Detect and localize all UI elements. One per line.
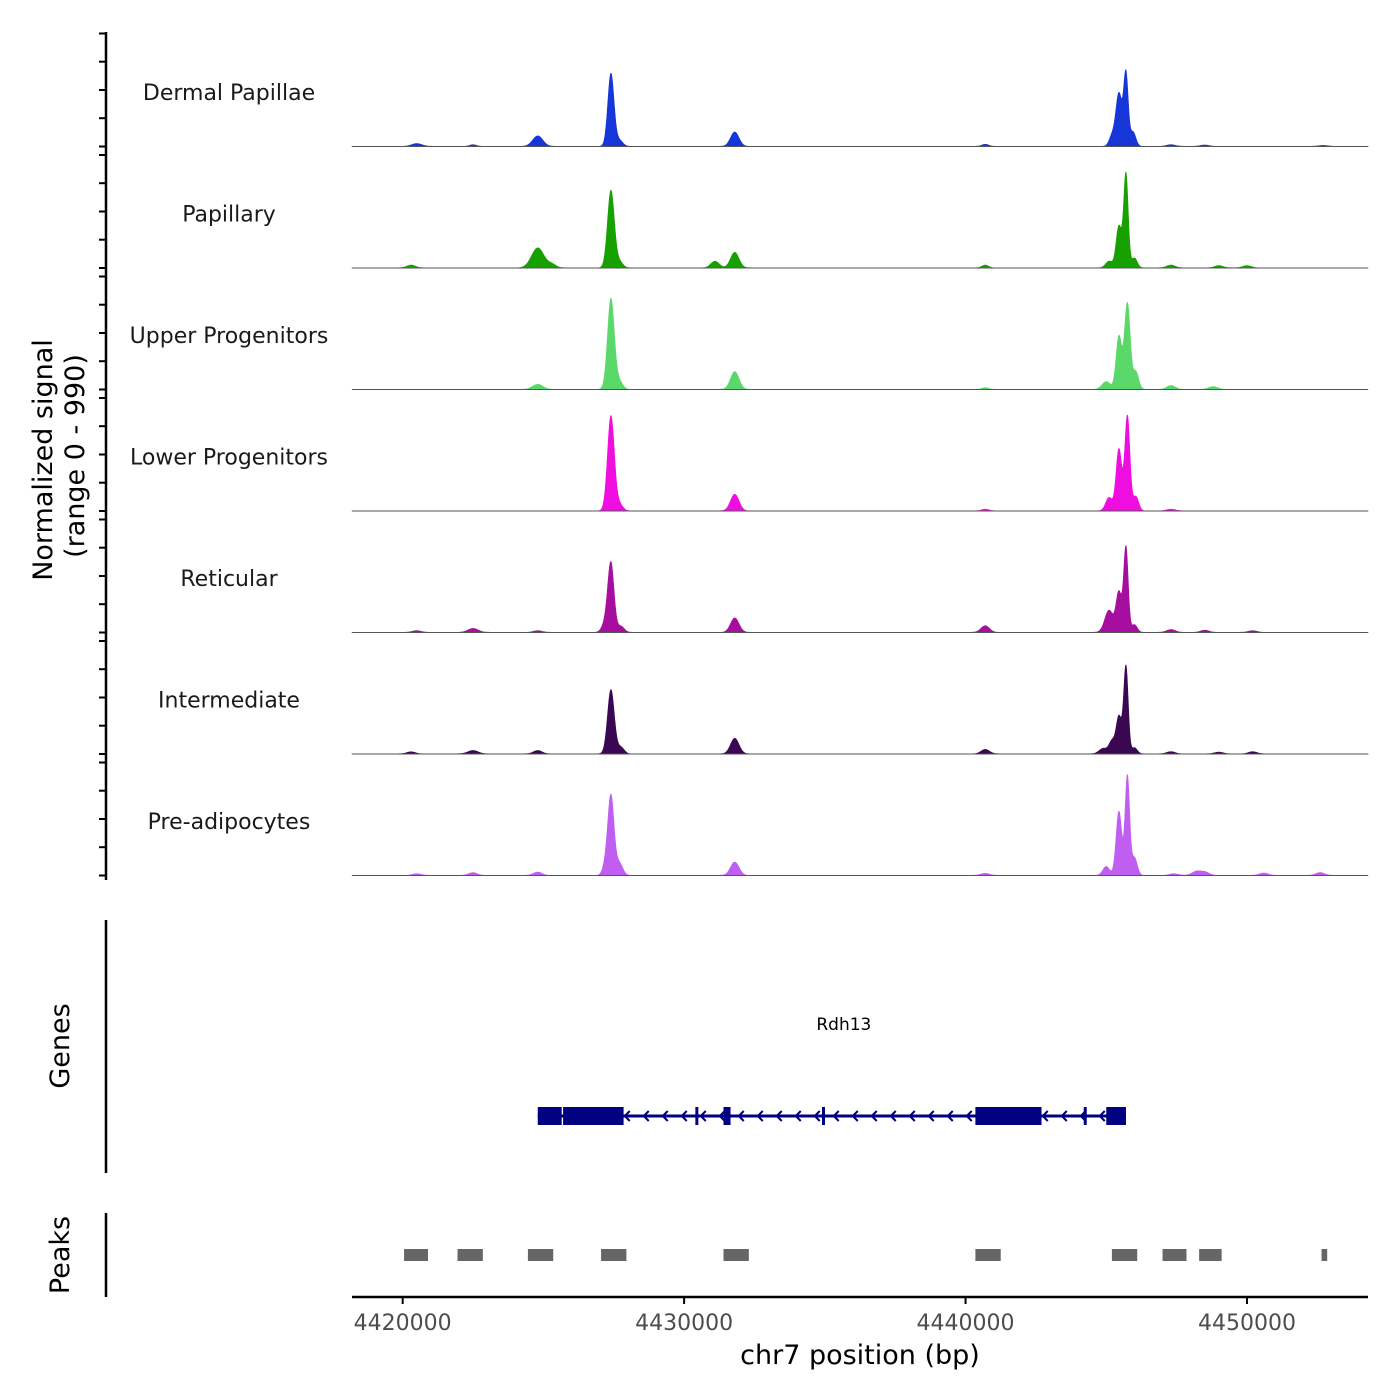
track-label: Dermal Papillae	[143, 81, 315, 106]
strand-arrow	[851, 1110, 859, 1122]
strand-arrow	[813, 1110, 821, 1122]
genes-track-title: Genes	[45, 1003, 76, 1088]
strand-arrow	[680, 1110, 688, 1122]
peak-region	[601, 1249, 627, 1261]
peak-region	[975, 1249, 1001, 1261]
track-label: Intermediate	[158, 689, 300, 714]
y-axis-title-line2: (range 0 - 990)	[60, 354, 91, 558]
strand-arrow	[775, 1110, 783, 1122]
strand-arrow	[965, 1110, 973, 1122]
y-axis-title-line1: Normalized signal	[28, 339, 59, 581]
strand-arrow	[889, 1110, 897, 1122]
peaks-track	[404, 1249, 1328, 1261]
x-tick-label: 4440000	[917, 1311, 1015, 1336]
track-label: Papillary	[182, 203, 276, 228]
gene-exon	[563, 1107, 624, 1125]
axes: 4420000 4430000 4440000 4450000	[99, 32, 1368, 1336]
gene-exon	[537, 1107, 562, 1125]
gene-name-label: Rdh13	[816, 1015, 871, 1035]
strand-arrow	[870, 1110, 878, 1122]
signal-track-2: Papillary	[182, 171, 1369, 269]
signal-track-1: Dermal Papillae	[143, 69, 1369, 147]
track-label: Upper Progenitors	[130, 324, 329, 349]
signal-track-5: Reticular	[180, 545, 1369, 633]
peak-region	[527, 1249, 554, 1261]
signal-track-7: Pre-adipocytes	[148, 774, 1370, 876]
signal-area	[351, 774, 1370, 876]
signal-track-3: Upper Progenitors	[130, 297, 1369, 390]
strand-arrow	[642, 1110, 650, 1122]
strand-arrow	[832, 1110, 840, 1122]
strand-arrow	[737, 1110, 745, 1122]
gene-Rdh13: Rdh13	[537, 1015, 1126, 1125]
signal-area	[351, 545, 1369, 633]
signal-track-4: Lower Progenitors	[130, 414, 1370, 512]
strand-arrow	[756, 1110, 764, 1122]
signal-area	[351, 171, 1369, 269]
strand-arrow	[794, 1110, 802, 1122]
gene-exon	[1083, 1107, 1087, 1125]
strand-arrow	[1060, 1110, 1068, 1122]
strand-arrow	[946, 1110, 954, 1122]
strand-arrow	[718, 1110, 726, 1122]
gene-exon	[822, 1107, 826, 1125]
strand-arrow	[623, 1110, 631, 1122]
gene-track: Rdh13	[537, 1015, 1126, 1125]
signal-area	[351, 69, 1369, 147]
peak-region	[404, 1249, 428, 1261]
gene-exon	[975, 1107, 1042, 1125]
strand-arrow	[661, 1110, 669, 1122]
signal-area	[351, 297, 1369, 390]
track-label: Lower Progenitors	[130, 446, 328, 471]
strand-arrow	[908, 1110, 916, 1122]
gene-exon	[1106, 1107, 1126, 1125]
track-label: Reticular	[180, 567, 278, 592]
track-label: Pre-adipocytes	[148, 810, 311, 835]
x-tick-label: 4450000	[1198, 1311, 1296, 1336]
signal-tracks: Dermal Papillae Papillary Upper Progenitor…	[130, 69, 1370, 876]
strand-arrow	[699, 1110, 707, 1122]
strand-arrow	[1041, 1110, 1049, 1122]
peak-region	[1162, 1249, 1187, 1261]
peak-region	[723, 1249, 749, 1261]
signal-area	[351, 664, 1369, 755]
signal-area	[351, 414, 1370, 512]
peak-region	[457, 1249, 483, 1261]
x-tick-label: 4420000	[354, 1311, 452, 1336]
gene-exon	[723, 1107, 731, 1125]
peak-region	[1111, 1249, 1138, 1261]
gene-exon	[695, 1107, 699, 1125]
peaks-track-title: Peaks	[45, 1216, 76, 1294]
strand-arrow	[1098, 1110, 1106, 1122]
x-axis-title: chr7 position (bp)	[740, 1340, 980, 1371]
strand-arrow	[927, 1110, 935, 1122]
x-tick-label: 4430000	[635, 1311, 733, 1336]
signal-track-6: Intermediate	[158, 664, 1369, 755]
peak-region	[1199, 1249, 1222, 1261]
peak-region	[1321, 1249, 1328, 1261]
